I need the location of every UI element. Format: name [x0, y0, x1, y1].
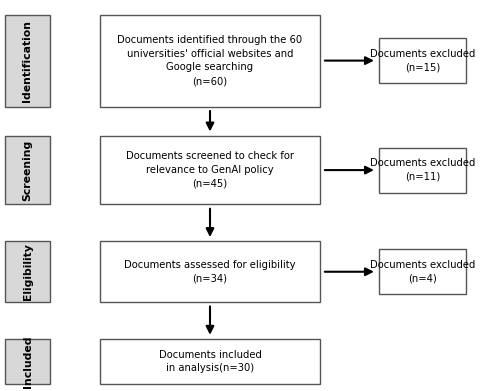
- FancyBboxPatch shape: [379, 38, 466, 83]
- FancyBboxPatch shape: [379, 249, 466, 294]
- Text: Identification: Identification: [22, 20, 32, 102]
- FancyBboxPatch shape: [5, 14, 50, 106]
- Text: Screening: Screening: [22, 140, 32, 201]
- Text: Documents excluded
(n=11): Documents excluded (n=11): [370, 158, 475, 182]
- Text: Eligibility: Eligibility: [22, 243, 32, 300]
- Text: Documents excluded
(n=4): Documents excluded (n=4): [370, 260, 475, 283]
- FancyBboxPatch shape: [5, 339, 50, 384]
- Text: Documents screened to check for
relevance to GenAI policy
(n=45): Documents screened to check for relevanc…: [126, 151, 294, 189]
- FancyBboxPatch shape: [5, 242, 50, 302]
- Text: Documents included
in analysis(n=30): Documents included in analysis(n=30): [158, 350, 262, 373]
- Text: Documents assessed for eligibility
(n=34): Documents assessed for eligibility (n=34…: [124, 260, 296, 283]
- FancyBboxPatch shape: [100, 242, 320, 302]
- FancyBboxPatch shape: [100, 339, 320, 384]
- FancyBboxPatch shape: [100, 14, 320, 106]
- FancyBboxPatch shape: [100, 136, 320, 204]
- FancyBboxPatch shape: [379, 147, 466, 193]
- Text: Documents identified through the 60
universities' official websites and
Google s: Documents identified through the 60 univ…: [118, 35, 302, 86]
- FancyBboxPatch shape: [5, 136, 50, 204]
- Text: Documents excluded
(n=15): Documents excluded (n=15): [370, 49, 475, 72]
- Text: Included: Included: [22, 335, 32, 388]
